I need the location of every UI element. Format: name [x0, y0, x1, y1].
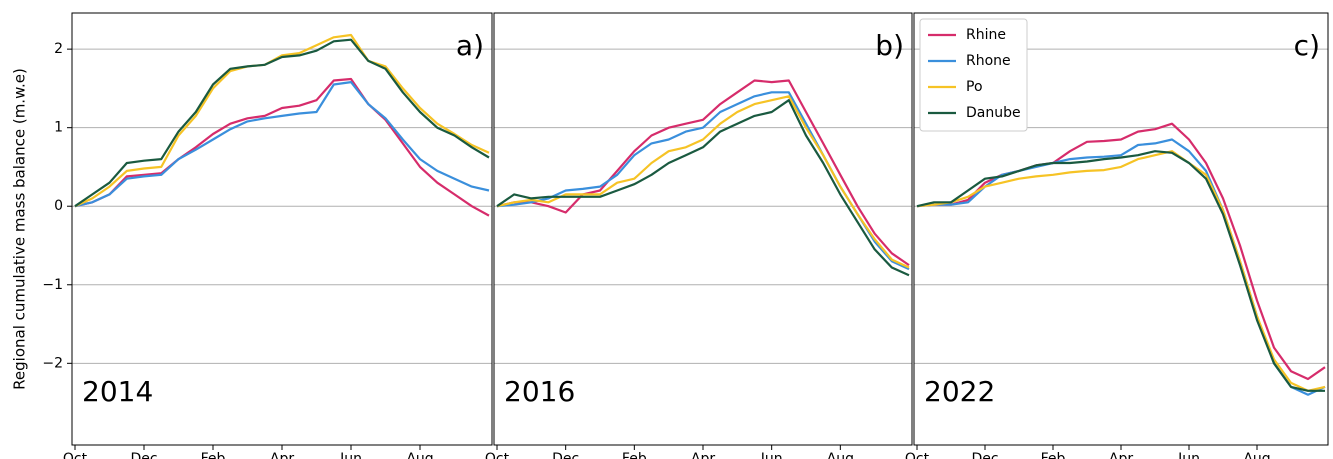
y-tick-label: −1 — [42, 277, 63, 293]
y-tick-label: −2 — [42, 355, 63, 371]
year-label: 2016 — [504, 375, 575, 408]
x-tick-label: Oct — [905, 451, 930, 459]
y-tick-label: 2 — [54, 41, 63, 57]
x-tick-label: Dec — [971, 451, 998, 459]
x-tick-label: Jun — [1177, 451, 1200, 459]
x-tick-label: Apr — [691, 451, 715, 459]
series-line — [496, 79, 910, 267]
y-tick-label: 0 — [54, 198, 63, 214]
series-line — [74, 77, 490, 217]
series-line — [916, 138, 1326, 396]
x-tick-label: Feb — [201, 451, 226, 459]
x-tick-label: Aug — [406, 451, 433, 459]
x-tick-label: Apr — [270, 451, 294, 459]
series-line — [74, 81, 490, 208]
x-tick-label: Dec — [130, 451, 157, 459]
series-line — [496, 99, 910, 277]
year-label: 2014 — [82, 375, 153, 408]
plot-frame — [913, 12, 1329, 446]
x-tick-label: Oct — [63, 451, 88, 459]
x-tick-label: Aug — [1243, 451, 1270, 459]
year-label: 2022 — [924, 375, 995, 408]
series-line — [74, 38, 490, 208]
series-line — [496, 95, 910, 269]
x-tick-label: Feb — [622, 451, 647, 459]
x-tick-label: Aug — [827, 451, 854, 459]
y-axis-label: Regional cumulative mass balance (m.w.e) — [11, 68, 29, 390]
series-line — [916, 150, 1326, 392]
series-line — [74, 33, 490, 208]
series-line — [916, 150, 1325, 392]
plot-frame — [71, 12, 493, 446]
legend-box — [919, 18, 1028, 132]
panel-label: c) — [1294, 29, 1320, 62]
series-line — [916, 122, 1326, 381]
x-tick-label: Jun — [760, 451, 783, 459]
x-tick-label: Dec — [552, 451, 579, 459]
legend-label: Po — [966, 79, 983, 95]
legend-label: Rhone — [966, 53, 1011, 69]
y-tick-label: 1 — [54, 120, 63, 136]
plot-frame — [493, 12, 913, 446]
x-tick-label: Apr — [1109, 451, 1133, 459]
legend-label: Danube — [966, 105, 1021, 121]
panel-label: a) — [456, 29, 484, 62]
panel-label: b) — [875, 29, 904, 62]
legend-label: Rhine — [966, 27, 1006, 43]
x-tick-label: Oct — [485, 451, 510, 459]
x-tick-label: Feb — [1041, 451, 1066, 459]
x-tick-label: Jun — [339, 451, 362, 459]
